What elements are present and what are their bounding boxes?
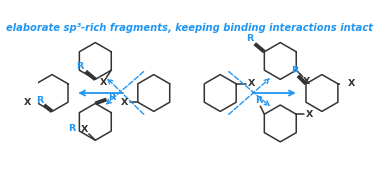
Text: X: X (348, 79, 355, 88)
Text: elaborate sp³-rich fragments, keeping binding interactions intact: elaborate sp³-rich fragments, keeping bi… (6, 23, 372, 33)
Text: R: R (68, 124, 76, 133)
Text: R: R (246, 34, 254, 43)
Text: R: R (255, 96, 262, 105)
Text: R: R (291, 66, 298, 75)
Text: X: X (248, 79, 255, 88)
Text: R: R (108, 93, 116, 102)
Text: X: X (81, 125, 88, 134)
Text: X: X (303, 77, 310, 86)
Text: X: X (99, 78, 107, 87)
Text: R: R (36, 96, 44, 105)
Text: X: X (121, 98, 128, 107)
Text: R: R (76, 62, 84, 71)
Text: X: X (306, 110, 313, 119)
Text: X: X (23, 98, 31, 107)
